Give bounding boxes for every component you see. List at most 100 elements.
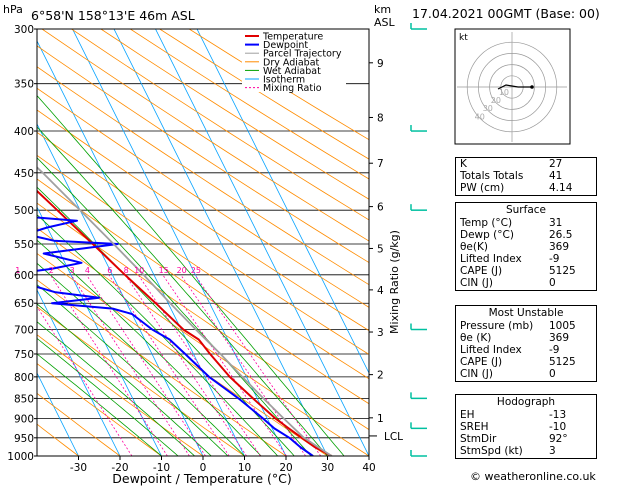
wet-adiabat-line (37, 95, 345, 456)
wet-adiabat-line (37, 321, 195, 456)
wet-adiabat-line (37, 353, 162, 456)
dry-adiabat-line (37, 154, 369, 380)
surface-label: θe(K) (460, 241, 488, 253)
isotherm-line (37, 206, 162, 456)
pressure-tick-label: 800 (14, 372, 34, 384)
surface-label: Lifted Index (460, 253, 522, 265)
pressure-tick-label: 550 (14, 239, 34, 251)
mu-value: 0 (549, 368, 556, 380)
mixing-ratio-label: 3 (70, 266, 75, 275)
pressure-tick-label: 750 (14, 349, 34, 361)
hodo-label: StmDir (460, 433, 497, 445)
surface-value: -9 (549, 253, 560, 265)
km-tick-label: 2 (377, 370, 384, 382)
legend-label: Temperature (262, 32, 323, 43)
parcel-trajectory-line (37, 166, 333, 456)
hodo-value: -13 (549, 409, 567, 421)
index-label: K (460, 158, 467, 170)
dry-adiabat-line (37, 66, 369, 286)
mu-label: Pressure (mb) (460, 320, 534, 332)
surface-value: 31 (549, 217, 563, 229)
legend-label: Wet Adiabat (263, 66, 321, 77)
mixing-ratio-line (137, 274, 261, 456)
mixing-ratio-line (108, 274, 230, 456)
dry-adiabat-line (71, 29, 369, 221)
pressure-tick-label: 300 (14, 24, 34, 36)
mu-label: CAPE (J) (460, 356, 503, 368)
isotherm-line (37, 372, 79, 456)
storm-motion-marker (530, 85, 534, 89)
hodo-value: 92° (549, 433, 568, 445)
mixing-ratio-line (86, 274, 206, 456)
mu-value: 369 (549, 332, 570, 344)
surface-value: 0 (549, 277, 556, 289)
legend-background (242, 30, 346, 92)
hodograph-ring-label: 10 (499, 88, 509, 97)
hodograph-table-title: Hodograph (496, 396, 556, 408)
isotherm-line (155, 29, 369, 456)
mu-value: -9 (549, 344, 560, 356)
index-value: 27 (549, 158, 563, 170)
mixing-ratio-label: 20 (177, 266, 187, 275)
hodo-label: SREH (460, 421, 489, 433)
km-tick-label: 8 (377, 112, 384, 124)
mixing-ratio-label: 4 (85, 266, 90, 275)
wet-adiabat-line (37, 214, 278, 456)
mixing-ratio-label: 8 (124, 266, 129, 275)
isotherm-line (37, 40, 245, 456)
wet-adiabat-line (37, 337, 179, 456)
mixing-ratio-label: 15 (159, 266, 169, 275)
temp-tick-label: -20 (111, 462, 128, 474)
surface-value: 5125 (549, 265, 576, 277)
pressure-tick-label: 950 (14, 433, 34, 445)
hodo-label: EH (460, 409, 475, 421)
pressure-tick-label: 600 (14, 270, 34, 282)
mixing-ratio-line (162, 274, 287, 456)
most-unstable-panel: Most Unstable Pressure (mb) 1005 θe (K) 36… (455, 305, 597, 382)
legend-label: Dry Adiabat (263, 57, 320, 68)
dry-adiabat-line (37, 45, 369, 264)
hodo-value: 3 (549, 445, 556, 457)
dewpoint-line (37, 216, 314, 456)
legend-label: Dewpoint (263, 40, 308, 51)
hodograph-ring-label: 20 (491, 96, 501, 105)
dry-adiabat-line (37, 131, 369, 355)
km-unit-label: km (374, 3, 391, 16)
surface-label: CAPE (J) (460, 265, 503, 277)
wet-adiabat-line (37, 239, 262, 456)
dry-adiabat-line (37, 202, 369, 431)
hodograph-ring-label: 40 (475, 112, 485, 121)
temp-tick-label: -30 (70, 462, 87, 474)
legend-label: Isotherm (263, 75, 305, 86)
km-tick-label: 6 (377, 202, 384, 214)
km-tick-label: 9 (377, 58, 384, 70)
temperature-line (37, 189, 333, 456)
dry-adiabat-line (130, 29, 369, 180)
wet-adiabat-line (37, 126, 328, 456)
dry-adiabat-line (100, 29, 369, 200)
mixing-ratio-axis-title: Mixing Ratio (g/kg) (388, 230, 401, 334)
wind-barbs (410, 23, 427, 457)
mixing-ratio-label: 6 (107, 266, 112, 275)
mixing-ratio-label: 1 (15, 266, 20, 275)
pressure-tick-label: 450 (14, 168, 34, 180)
hodograph-unit: kt (459, 33, 468, 43)
hodograph-trace (497, 84, 532, 90)
surface-label: CIN (J) (460, 277, 493, 289)
mu-label: θe (K) (460, 332, 492, 344)
surface-value: 26.5 (549, 229, 573, 241)
mixing-ratio-label: 10 (134, 266, 144, 275)
index-value: 4.14 (549, 182, 573, 194)
x-axis-title: Dewpoint / Temperature (°C) (112, 471, 291, 486)
index-label: Totals Totals (460, 170, 524, 182)
hodo-value: -10 (549, 421, 567, 433)
pressure-unit-label: hPa (3, 3, 23, 16)
surface-title: Surface (505, 204, 546, 216)
km-tick-label: 3 (377, 327, 384, 339)
surface-label: Temp (°C) (460, 217, 513, 229)
surface-value: 369 (549, 241, 570, 253)
lcl-label: LCL (384, 431, 403, 443)
